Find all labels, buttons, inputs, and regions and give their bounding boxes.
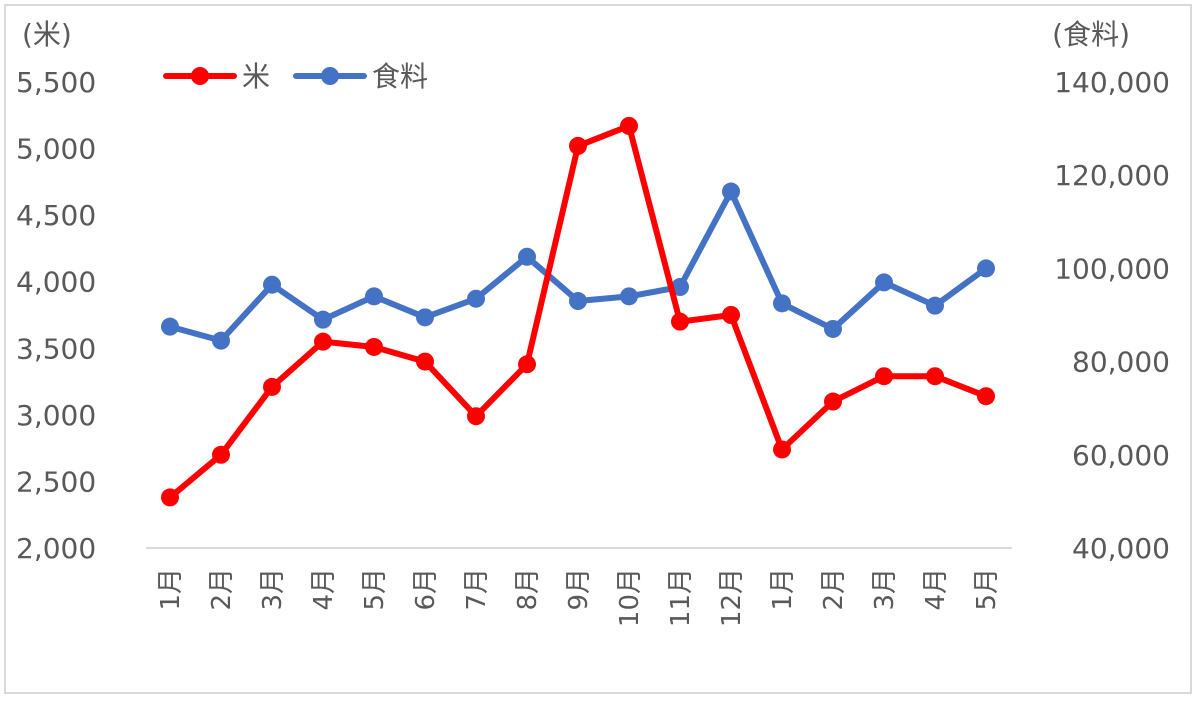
left-tick-label: 2,000	[16, 532, 96, 565]
x-tick-label: 5月	[972, 568, 1002, 611]
x-axis: 1月 2月 3月 4月 5月 6月 7月 8月 9月 10月 11月 12月 1月 2月 3月 4月 5月	[156, 568, 1002, 627]
right-tick-label: 80,000	[1072, 346, 1170, 379]
data-point-rice	[671, 312, 689, 331]
x-tick-label: 7月	[462, 568, 492, 611]
left-tick-label: 3,500	[16, 332, 96, 365]
data-point-food	[977, 259, 995, 278]
data-point-food	[926, 296, 944, 315]
data-point-food	[569, 292, 587, 311]
data-point-rice	[365, 337, 383, 356]
legend-dot-rice	[191, 67, 209, 85]
right-axis-unit-label: (食料)	[1052, 18, 1130, 51]
x-tick-label: 2月	[207, 568, 237, 611]
x-tick-label: 1月	[768, 568, 798, 611]
series-line-food	[167, 188, 989, 344]
x-tick-label: 8月	[513, 568, 543, 611]
data-point-rice	[314, 332, 332, 351]
x-tick-label: 3月	[258, 568, 288, 611]
x-tick-label: 4月	[921, 568, 951, 611]
data-point-rice	[161, 488, 179, 507]
data-point-rice	[977, 387, 995, 406]
left-axis-unit-label: (米)	[22, 18, 72, 51]
left-axis: 2,000 2,500 3,000 3,500 4,000 4,500 5,000 5,500	[16, 66, 96, 565]
data-point-rice	[467, 407, 485, 426]
data-point-food	[875, 273, 893, 292]
data-point-food	[824, 319, 842, 338]
right-tick-label: 40,000	[1072, 532, 1170, 565]
data-point-rice	[416, 352, 434, 371]
left-tick-label: 4,000	[16, 266, 96, 299]
data-point-food	[314, 310, 332, 329]
data-point-food	[161, 317, 179, 336]
data-point-rice	[875, 367, 893, 386]
data-point-food	[671, 278, 689, 297]
data-point-rice	[773, 440, 791, 459]
data-point-food	[212, 331, 230, 350]
x-tick-label: 5月	[360, 568, 390, 611]
x-tick-label: 9月	[564, 568, 594, 611]
right-tick-label: 100,000	[1054, 252, 1170, 285]
x-tick-label: 11月	[666, 568, 696, 627]
data-point-rice	[518, 355, 536, 374]
series-layer	[161, 116, 995, 507]
data-point-food	[467, 289, 485, 308]
left-tick-label: 5,000	[16, 133, 96, 166]
data-point-food	[722, 182, 740, 201]
x-tick-label: 2月	[819, 568, 849, 611]
left-tick-label: 2,500	[16, 465, 96, 498]
right-axis: 40,000 60,000 80,000 100,000 120,000 140,000	[1054, 66, 1170, 565]
left-tick-label: 3,000	[16, 399, 96, 432]
x-tick-label: 3月	[870, 568, 900, 611]
data-point-food	[365, 287, 383, 306]
data-point-rice	[212, 445, 230, 464]
x-tick-label: 12月	[717, 568, 747, 627]
legend-dot-food	[321, 67, 339, 85]
x-tick-label: 4月	[309, 568, 339, 611]
data-point-rice	[824, 392, 842, 411]
data-point-food	[518, 247, 536, 266]
data-point-rice	[569, 136, 587, 155]
data-point-food	[620, 287, 638, 306]
left-tick-label: 4,500	[16, 199, 96, 232]
left-tick-label: 5,500	[16, 66, 96, 99]
x-tick-label: 6月	[411, 568, 441, 611]
x-tick-label: 10月	[615, 568, 645, 627]
data-point-food	[416, 308, 434, 327]
data-point-rice	[926, 367, 944, 386]
data-point-food	[263, 275, 281, 294]
legend-label-food: 食料	[372, 60, 428, 93]
series-line-rice	[167, 122, 989, 501]
right-tick-label: 140,000	[1054, 66, 1170, 99]
data-point-food	[773, 294, 791, 313]
data-point-rice	[620, 116, 638, 135]
chart-frame	[4, 4, 1192, 694]
legend: 米 食料	[163, 60, 428, 93]
data-point-rice	[263, 377, 281, 396]
data-point-rice	[722, 306, 740, 324]
legend-label-rice: 米	[242, 60, 270, 93]
right-tick-label: 60,000	[1072, 439, 1170, 472]
right-tick-label: 120,000	[1054, 159, 1170, 192]
x-tick-label: 1月	[156, 568, 186, 611]
